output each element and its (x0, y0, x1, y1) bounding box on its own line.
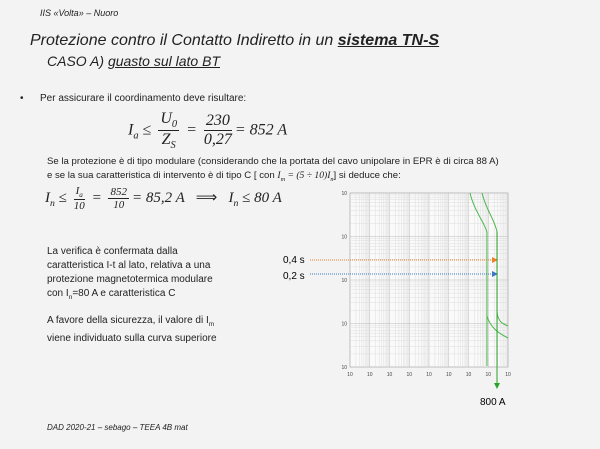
f: = (91, 190, 102, 207)
f: a (133, 130, 139, 142)
f: ≤ (142, 121, 152, 139)
bullet-dot: • (20, 93, 24, 104)
f: U0 (158, 110, 180, 132)
paragraph-line2: e se la sua caratteristica di intervento… (47, 170, 401, 183)
formula-2: In ≤ Ia 10 = 852 10 = 85,2 A ⟹ In ≤ 80 A (45, 185, 282, 212)
x-tick-label: 10 (367, 372, 373, 378)
t: A favore della sicurezza, il valore di I (47, 315, 209, 326)
t: I (327, 170, 331, 181)
f: = (186, 121, 197, 139)
y-tick-label: 10 (341, 365, 347, 371)
x-tick-label: 10 (446, 372, 452, 378)
fraction: Ia 10 (73, 185, 85, 213)
title-line1: Protezione contro il Contatto Indiretto … (30, 32, 439, 50)
f: 852 (108, 186, 129, 200)
f: 230 (203, 112, 232, 132)
f: 0 (171, 119, 178, 131)
footer: DAD 2020-21 – sebago – TEEA 4B mat (47, 423, 188, 432)
note-line: La verifica è confermata dalla (47, 246, 178, 257)
note: La verifica è confermata dalla caratteris… (47, 245, 213, 305)
f: I (128, 121, 134, 139)
t: m (208, 321, 215, 328)
y-tick-label: 10 (341, 278, 347, 284)
t: con I (47, 288, 69, 299)
title-text: Protezione contro il Contatto Indiretto … (30, 32, 338, 49)
f: Z (161, 131, 171, 149)
x-tick-label: 10 (347, 372, 353, 378)
y-tick-label: 10 (341, 235, 347, 241)
f: I (45, 190, 50, 207)
x-tick-label: 10 (466, 372, 472, 378)
f: I (75, 185, 80, 197)
f: U (160, 110, 172, 127)
fraction: U0 ZS (158, 110, 180, 151)
x-tick-label: 10 (387, 372, 393, 378)
note-line: protezione magnetotermica modulare (47, 274, 213, 285)
note2: A favore della sicurezza, il valore di I… (47, 314, 217, 346)
note-line: viene individuato sulla curva superiore (47, 333, 217, 344)
formula-1: Ia ≤ U0 ZS = 230 0,27 = 852 A (128, 110, 287, 151)
subtitle-underlined: guasto sul lato BT (107, 53, 220, 69)
label-800a: 800 A (480, 397, 506, 408)
f: = 85,2 A (131, 190, 185, 207)
curve-lower-tail (486, 315, 509, 339)
f: n (50, 198, 55, 210)
subtitle-text: CASO A) (47, 53, 108, 69)
t: m (280, 175, 286, 183)
fraction: 852 10 (108, 186, 129, 211)
f: ≤ (58, 190, 67, 207)
grid (350, 192, 509, 367)
curve-lower (469, 192, 488, 366)
t: =80 A e caratteristica C (72, 288, 176, 299)
f: I (228, 190, 234, 207)
note-line: caratteristica I-t al lato, relativa a u… (47, 260, 211, 271)
note-line: con In=80 A e caratteristica C (47, 287, 213, 305)
label-04s: 0,4 s (283, 255, 305, 266)
x-tick-label: 10 (406, 372, 412, 378)
t: = (5 ÷ 10) (285, 170, 328, 181)
label-02s: 0,2 s (283, 271, 305, 282)
x-tick-label: 10 (485, 372, 491, 378)
f: 10 (73, 200, 85, 213)
f: ⟹ (195, 190, 218, 207)
note-line: A favore della sicurezza, il valore di I… (47, 314, 217, 332)
f: ZS (162, 131, 176, 151)
t: ] si deduce che: (333, 170, 401, 181)
title-line2: CASO A) guasto sul lato BT (47, 53, 220, 69)
t: e se la sua caratteristica di intervento… (47, 170, 278, 181)
fraction: 230 0,27 (203, 112, 232, 149)
f: a (79, 191, 83, 200)
f: ≤ 80 A (238, 190, 282, 207)
f: S (170, 140, 176, 152)
f: 0,27 (203, 131, 232, 149)
paragraph-line1: Se la protezione è di tipo modulare (con… (47, 156, 499, 167)
y-tick-label: 10 (341, 322, 347, 328)
x-tick-label: 10 (505, 372, 511, 378)
title-bold: sistema TN-S (337, 32, 440, 49)
t: n (330, 175, 334, 183)
f: Ia (73, 185, 85, 201)
f: n (233, 198, 239, 210)
f: 10 (113, 199, 125, 212)
header: IIS «Volta» – Nuoro (40, 8, 119, 18)
x-tick-label: 10 (426, 372, 432, 378)
t: I (277, 170, 281, 181)
t: n (68, 294, 73, 301)
f: = 852 A (234, 121, 288, 139)
bullet-text: Per assicurare il coordinamento deve ris… (40, 93, 247, 104)
y-tick-label: 10 (341, 191, 347, 197)
